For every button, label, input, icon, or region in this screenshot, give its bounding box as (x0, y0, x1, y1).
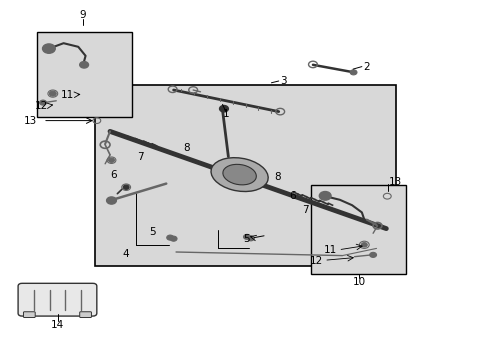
Ellipse shape (211, 158, 267, 192)
Text: 12: 12 (35, 101, 48, 111)
Text: 9: 9 (80, 10, 86, 20)
Circle shape (106, 197, 116, 204)
Text: 8: 8 (183, 143, 190, 153)
FancyBboxPatch shape (80, 312, 91, 318)
Circle shape (219, 105, 228, 112)
Bar (310, 185, 405, 274)
Text: 12: 12 (309, 256, 322, 266)
Circle shape (319, 192, 330, 200)
Text: 13: 13 (388, 177, 401, 187)
Bar (37, 32, 132, 117)
Text: 5: 5 (243, 234, 250, 244)
Circle shape (349, 70, 356, 75)
Text: 7: 7 (302, 204, 308, 215)
Text: 6: 6 (288, 191, 295, 201)
Text: 7: 7 (137, 152, 144, 162)
Circle shape (40, 100, 46, 105)
Circle shape (166, 235, 173, 240)
FancyBboxPatch shape (23, 312, 35, 318)
Circle shape (49, 91, 56, 96)
Circle shape (369, 252, 376, 257)
Text: 4: 4 (122, 249, 129, 259)
Text: 3: 3 (279, 76, 286, 86)
Bar (95, 85, 395, 266)
Text: 5: 5 (149, 227, 156, 237)
FancyBboxPatch shape (18, 283, 97, 316)
Circle shape (108, 158, 114, 162)
Text: 8: 8 (274, 172, 281, 183)
Circle shape (123, 185, 129, 189)
Text: 1: 1 (222, 109, 229, 120)
Circle shape (42, 44, 55, 53)
Circle shape (80, 62, 88, 68)
Ellipse shape (223, 165, 256, 185)
Text: 6: 6 (110, 170, 117, 180)
Text: 11: 11 (61, 90, 74, 100)
Text: 14: 14 (51, 320, 64, 330)
Text: 11: 11 (324, 245, 337, 255)
Circle shape (170, 236, 177, 241)
Circle shape (247, 236, 254, 241)
Text: 10: 10 (352, 276, 365, 287)
Text: 13: 13 (23, 116, 37, 126)
Circle shape (361, 243, 366, 247)
Circle shape (243, 234, 250, 239)
Text: 2: 2 (362, 62, 369, 72)
